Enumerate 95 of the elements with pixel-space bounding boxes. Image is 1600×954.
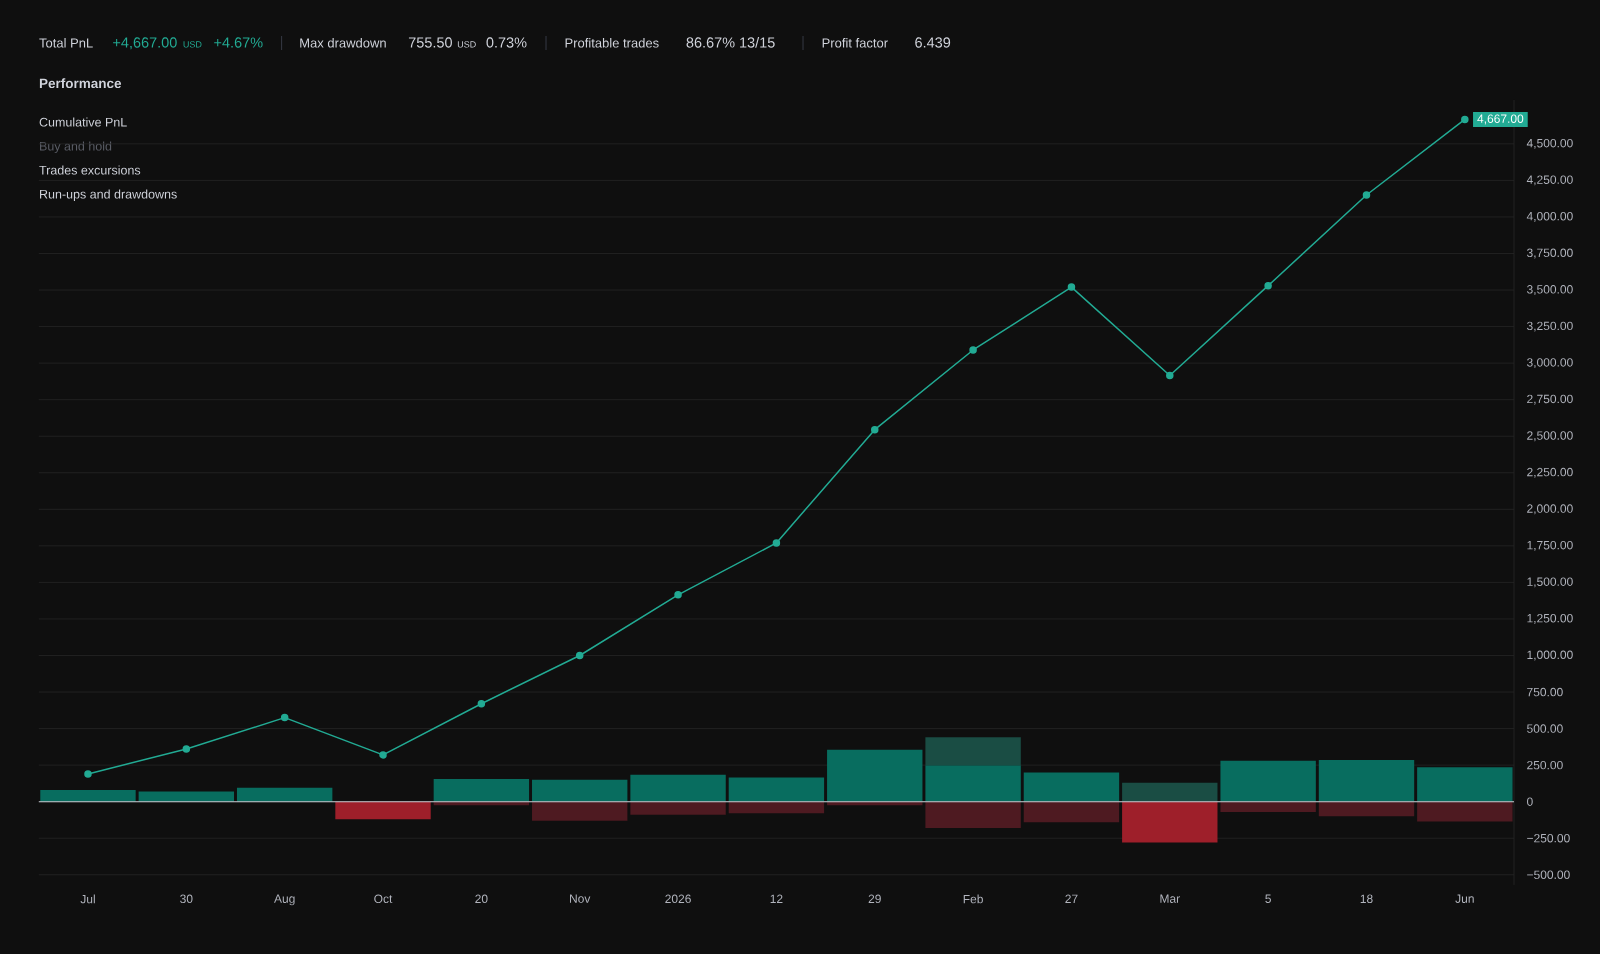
x-tick-label: Nov <box>570 894 591 903</box>
y-tick-label: 2,750.00 <box>1527 394 1573 405</box>
text: Profitable trades <box>565 38 659 48</box>
bar <box>532 779 628 802</box>
point <box>871 425 879 434</box>
point <box>379 751 387 759</box>
x-tick-label: Mar <box>1160 894 1180 903</box>
bar <box>1417 767 1513 802</box>
x-tick-label: Oct <box>374 894 393 904</box>
x-tick-label: Feb <box>963 894 983 904</box>
point <box>182 745 191 753</box>
point <box>1264 281 1272 290</box>
x-tick-label: 29 <box>868 894 881 904</box>
bar <box>1220 760 1316 802</box>
y-tick-label: 4,500.00 <box>1526 138 1573 149</box>
bar <box>827 749 923 802</box>
bar <box>1318 801 1415 817</box>
y-tick-label: −500.00 <box>1527 870 1570 880</box>
data-label: 4,667.00 <box>1477 114 1524 125</box>
point <box>772 539 781 547</box>
y-tick-label: 3,250.00 <box>1526 321 1573 332</box>
x-tick-label: 12 <box>770 894 783 903</box>
point <box>674 591 682 599</box>
x-tick-label: 20 <box>475 894 488 904</box>
y-tick-label: 2,000.00 <box>1527 504 1573 515</box>
annotation: Buy and hold <box>40 141 112 154</box>
point <box>1166 371 1174 380</box>
point <box>575 651 584 660</box>
point <box>280 713 289 722</box>
text: +4,667.00 <box>113 37 177 50</box>
x-tick-label: 18 <box>1360 894 1373 904</box>
bar <box>728 777 825 802</box>
point <box>1067 283 1076 291</box>
y-tick-label: 4,250.00 <box>1526 175 1573 186</box>
y-tick-label: 4,000.00 <box>1526 211 1573 222</box>
x-tick-label: 30 <box>180 894 193 904</box>
y-tick-label: 1,500.00 <box>1527 577 1573 588</box>
text: 6.439 <box>915 37 951 48</box>
bar <box>925 737 1021 766</box>
y-tick-label: 1,250.00 <box>1527 613 1573 624</box>
y-tick-label: 2,250.00 <box>1527 467 1573 478</box>
annotation: Trades excursions <box>39 165 141 175</box>
x-tick-label: Aug <box>274 894 295 906</box>
y-tick-label: −250.00 <box>1527 833 1570 843</box>
bar <box>1122 801 1218 843</box>
y-tick-label: 3,750.00 <box>1526 248 1573 259</box>
y-tick-label: 0 <box>1527 797 1533 806</box>
x-tick-label: 5 <box>1265 894 1271 903</box>
point <box>1461 115 1469 124</box>
bar <box>433 779 530 802</box>
bar <box>1122 782 1218 802</box>
text: 13/15 <box>740 36 775 48</box>
point <box>477 699 486 708</box>
text: Total PnL <box>39 38 93 48</box>
point <box>969 346 977 354</box>
bar <box>630 774 726 802</box>
text: +4.67% <box>214 37 263 48</box>
bar <box>1318 760 1415 802</box>
annotation: Run-ups and drawdowns <box>40 189 177 202</box>
bar <box>1023 801 1120 823</box>
bar <box>532 801 628 821</box>
y-tick-label: 3,500.00 <box>1526 285 1573 295</box>
bar <box>1023 772 1120 802</box>
text: 0.73% <box>486 37 527 48</box>
point <box>1362 191 1371 199</box>
y-tick-label: 500.00 <box>1527 724 1563 733</box>
bar <box>728 801 825 814</box>
y-tick-label: 1,000.00 <box>1527 650 1573 661</box>
annotation: Cumulative PnL <box>39 117 127 127</box>
x-tick-label: Jul <box>80 894 95 904</box>
bar <box>40 789 136 802</box>
bar <box>1417 801 1513 822</box>
text: 755.50 <box>408 37 452 48</box>
y-tick-label: 3,000.00 <box>1526 358 1573 369</box>
y-tick-label: 250.00 <box>1527 760 1563 770</box>
bar <box>335 801 431 820</box>
bar <box>138 791 235 802</box>
y-tick-label: 1,750.00 <box>1527 540 1573 551</box>
chart-title: Performance <box>39 78 122 89</box>
bar <box>630 801 726 815</box>
y-tick-label: 750.00 <box>1527 687 1563 697</box>
text: 86.67% <box>686 37 735 48</box>
text: Max drawdown <box>300 38 386 48</box>
text: USD <box>183 41 202 48</box>
bar <box>925 801 1021 828</box>
x-tick-label: 2026 <box>665 894 691 904</box>
y-tick-label: 2,500.00 <box>1527 431 1573 442</box>
x-tick-label: Jun <box>1455 894 1474 903</box>
point <box>84 770 92 778</box>
bar <box>925 765 1021 802</box>
text: USD <box>457 41 476 48</box>
bar <box>236 787 333 802</box>
x-tick-label: 27 <box>1065 894 1078 903</box>
text: Profit factor <box>822 38 888 48</box>
bar <box>1220 801 1316 812</box>
